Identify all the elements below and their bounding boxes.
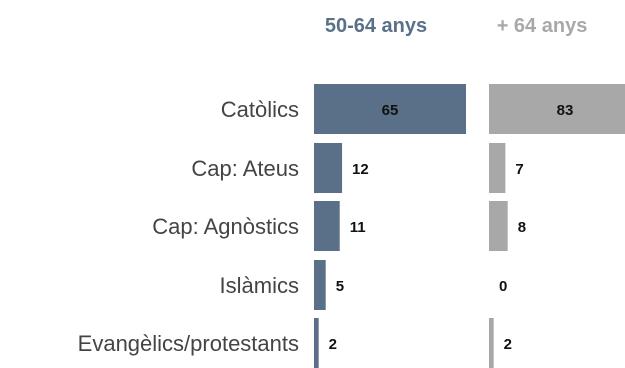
bar-64-anys-cap-agnostics (489, 201, 508, 251)
bar-64-anys-evangelics-protestants (489, 318, 494, 368)
bar-50-64-anys-islamics (314, 260, 326, 310)
value-label-50-64-anys-cap-agnostics: 11 (350, 219, 366, 236)
series-titles: 50-64 anys + 64 anys (325, 15, 587, 37)
value-label-64-anys-evangelics-protestants: 2 (504, 336, 512, 353)
value-label-64-anys-catolics: 83 (557, 102, 574, 119)
category-label-cap-agnostics: Cap: Agnòstics (152, 214, 299, 239)
value-label-50-64-anys-cap-ateus: 12 (352, 161, 369, 178)
series-title-64-anys: + 64 anys (497, 15, 588, 37)
bar-50-64-anys-evangelics-protestants (314, 318, 319, 368)
value-labels: 65 12 11 5 2 83 7 8 0 2 (329, 102, 574, 353)
category-label-cap-ateus: Cap: Ateus (191, 156, 299, 181)
category-label-catolics: Catòlics (221, 97, 299, 122)
value-label-64-anys-cap-agnostics: 8 (518, 219, 526, 236)
category-labels: Catòlics Cap: Ateus Cap: Agnòstics Islàmics… (78, 97, 299, 356)
category-label-evangelics-protestants: Evangèlics/protestants (78, 331, 299, 356)
bars (314, 84, 625, 368)
value-label-50-64-anys-evangelics-protestants: 2 (329, 336, 337, 353)
series-title-50-64-anys: 50-64 anys (325, 15, 427, 37)
value-label-50-64-anys-catolics: 65 (382, 102, 399, 119)
bar-64-anys-cap-ateus (489, 143, 506, 193)
bar-50-64-anys-cap-ateus (314, 143, 343, 193)
value-label-64-anys-cap-ateus: 7 (515, 161, 523, 178)
value-label-64-anys-islamics: 0 (499, 278, 507, 295)
bar-64-anys-catolics (489, 84, 625, 134)
value-label-50-64-anys-islamics: 5 (336, 278, 344, 295)
category-label-islamics: Islàmics (220, 273, 299, 298)
bar-50-64-anys-cap-agnostics (314, 201, 340, 251)
bar-50-64-anys-catolics (314, 84, 466, 134)
